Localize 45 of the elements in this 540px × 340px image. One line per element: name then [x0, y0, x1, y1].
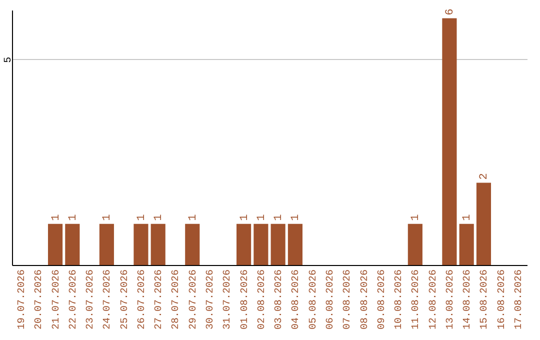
x-tick-label: 06.08.2026: [325, 270, 336, 330]
x-tick-label: 08.08.2026: [360, 270, 371, 330]
x-tick-label: 23.07.2026: [86, 270, 97, 330]
x-tick-label: 03.08.2026: [274, 270, 286, 330]
x-tick-label: 30.07.2026: [206, 270, 217, 330]
x-tick-label: 21.07.2026: [51, 270, 62, 330]
data-label: 1: [50, 214, 62, 221]
x-tick-label: 26.07.2026: [136, 270, 148, 330]
data-label: 1: [273, 214, 286, 221]
x-tick-label: 16.08.2026: [496, 270, 508, 330]
data-label: 1: [136, 214, 148, 221]
data-label: 1: [102, 214, 114, 221]
data-label: 1: [187, 214, 200, 221]
data-label: 1: [238, 214, 251, 221]
x-tick-label: 20.07.2026: [34, 270, 46, 330]
x-tick-label: 12.08.2026: [428, 270, 440, 330]
x-tick-label: 17.08.2026: [514, 270, 526, 330]
x-tick-label: 13.08.2026: [445, 270, 456, 330]
data-label: 1: [410, 214, 422, 221]
x-tick-label: 29.07.2026: [188, 270, 200, 330]
data-label: 2: [478, 173, 491, 180]
data-label: 1: [290, 214, 302, 221]
y-tick-label: 5: [4, 56, 14, 63]
data-label: 1: [256, 214, 268, 221]
data-label: 6: [444, 8, 456, 16]
x-tick-label: 25.07.2026: [120, 270, 131, 330]
x-tick-label: 09.08.2026: [376, 270, 388, 330]
x-tick-label: 19.07.2026: [17, 270, 28, 330]
x-tick-label: 02.08.2026: [256, 270, 268, 330]
x-tick-label: 05.08.2026: [308, 270, 320, 330]
x-tick-label: 11.08.2026: [411, 270, 422, 330]
x-tick-label: 07.08.2026: [342, 270, 354, 330]
x-tick-label: 15.08.2026: [480, 270, 491, 330]
x-tick-label: 27.07.2026: [154, 270, 166, 330]
data-label: 1: [67, 214, 80, 221]
x-tick-label: 14.08.2026: [462, 270, 474, 330]
x-tick-label: 24.07.2026: [102, 270, 114, 330]
x-tick-label: 01.08.2026: [240, 270, 251, 330]
x-tick-label: 10.08.2026: [394, 270, 406, 330]
data-label: 1: [153, 214, 166, 221]
x-tick-label: 22.07.2026: [68, 270, 80, 330]
x-tick-label: 04.08.2026: [291, 270, 302, 330]
x-tick-label: 28.07.2026: [171, 270, 182, 330]
x-tick-label: 31.07.2026: [222, 270, 234, 330]
data-label: 1: [462, 214, 474, 221]
